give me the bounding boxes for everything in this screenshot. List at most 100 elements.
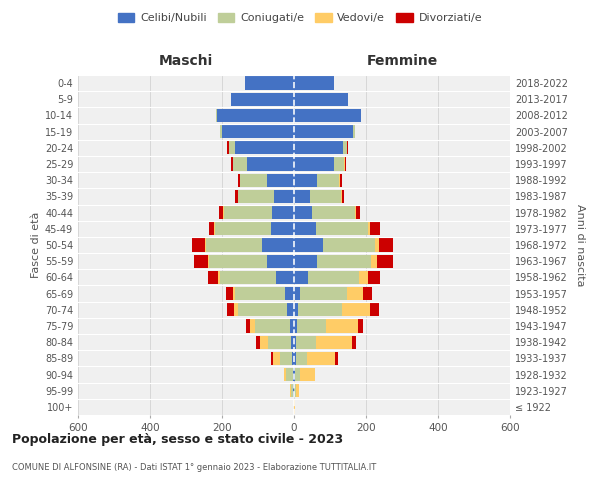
Bar xyxy=(356,206,360,220)
Bar xyxy=(317,254,371,268)
Bar xyxy=(301,287,347,300)
Bar xyxy=(274,190,294,203)
Text: Maschi: Maschi xyxy=(159,54,213,68)
Text: Femmine: Femmine xyxy=(367,54,437,68)
Bar xyxy=(231,92,294,106)
Bar xyxy=(256,320,290,332)
Bar xyxy=(300,368,314,381)
Bar xyxy=(294,287,301,300)
Bar xyxy=(375,238,379,252)
Bar xyxy=(272,206,294,220)
Bar xyxy=(341,190,344,203)
Bar xyxy=(294,384,296,398)
Text: COMUNE DI ALFONSINE (RA) - Dati ISTAT 1° gennaio 2023 - Elaborazione TUTTITALIA.: COMUNE DI ALFONSINE (RA) - Dati ISTAT 1°… xyxy=(12,462,376,471)
Bar xyxy=(341,303,370,316)
Bar xyxy=(294,320,297,332)
Bar xyxy=(290,384,292,398)
Bar xyxy=(231,158,233,170)
Bar xyxy=(358,320,364,332)
Bar xyxy=(296,336,316,349)
Bar xyxy=(206,238,262,252)
Bar xyxy=(371,254,377,268)
Bar xyxy=(224,206,272,220)
Bar xyxy=(377,254,393,268)
Bar xyxy=(294,141,343,154)
Bar xyxy=(297,320,326,332)
Bar xyxy=(339,174,340,187)
Bar xyxy=(364,287,373,300)
Bar xyxy=(220,206,223,220)
Bar xyxy=(291,336,294,349)
Bar xyxy=(294,238,323,252)
Bar xyxy=(307,352,335,365)
Bar xyxy=(287,303,294,316)
Bar xyxy=(268,336,291,349)
Y-axis label: Fasce di età: Fasce di età xyxy=(31,212,41,278)
Bar xyxy=(290,320,294,332)
Bar xyxy=(294,125,353,138)
Bar xyxy=(245,76,294,90)
Bar xyxy=(343,141,347,154)
Bar xyxy=(233,158,247,170)
Bar xyxy=(238,190,274,203)
Bar xyxy=(316,222,368,235)
Bar xyxy=(294,76,334,90)
Bar xyxy=(293,368,294,381)
Bar xyxy=(317,174,339,187)
Text: Popolazione per età, sesso e stato civile - 2023: Popolazione per età, sesso e stato civil… xyxy=(12,432,343,446)
Bar xyxy=(294,190,310,203)
Bar xyxy=(267,254,294,268)
Bar xyxy=(347,287,364,300)
Bar xyxy=(294,222,316,235)
Bar xyxy=(296,352,307,365)
Bar xyxy=(359,270,368,284)
Bar xyxy=(344,158,345,170)
Bar xyxy=(273,352,280,365)
Bar xyxy=(205,238,206,252)
Bar xyxy=(294,92,348,106)
Bar xyxy=(294,336,296,349)
Bar xyxy=(234,303,238,316)
Bar xyxy=(250,320,256,332)
Bar xyxy=(240,174,267,187)
Bar xyxy=(229,141,235,154)
Bar xyxy=(235,141,294,154)
Bar xyxy=(368,270,380,284)
Y-axis label: Anni di nascita: Anni di nascita xyxy=(575,204,584,286)
Bar xyxy=(226,287,233,300)
Bar xyxy=(294,270,308,284)
Bar xyxy=(220,270,276,284)
Bar xyxy=(223,206,224,220)
Bar xyxy=(271,222,294,235)
Bar xyxy=(235,190,238,203)
Bar xyxy=(335,352,338,365)
Bar xyxy=(352,336,356,349)
Bar xyxy=(192,238,205,252)
Bar xyxy=(334,158,344,170)
Bar xyxy=(233,287,235,300)
Bar xyxy=(260,336,268,349)
Bar xyxy=(295,368,300,381)
Bar xyxy=(256,336,260,349)
Bar xyxy=(222,125,294,138)
Bar xyxy=(310,190,341,203)
Bar xyxy=(267,174,294,187)
Bar xyxy=(355,206,356,220)
Bar xyxy=(379,238,393,252)
Bar xyxy=(208,270,218,284)
Bar xyxy=(227,303,234,316)
Bar xyxy=(353,125,355,138)
Bar xyxy=(323,238,375,252)
Bar xyxy=(238,174,240,187)
Bar xyxy=(294,400,295,413)
Bar xyxy=(286,368,293,381)
Bar xyxy=(296,384,299,398)
Bar xyxy=(345,158,346,170)
Bar xyxy=(294,368,295,381)
Bar xyxy=(285,287,294,300)
Bar xyxy=(370,222,380,235)
Bar xyxy=(235,287,285,300)
Bar xyxy=(294,174,317,187)
Bar xyxy=(209,254,267,268)
Bar xyxy=(284,368,286,381)
